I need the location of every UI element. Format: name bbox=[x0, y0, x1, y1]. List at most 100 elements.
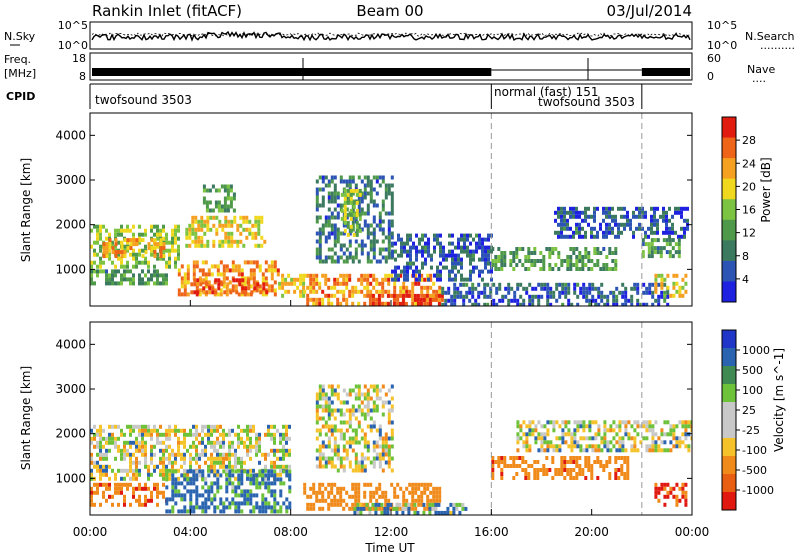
velocity-cell-r0 bbox=[198, 432, 201, 437]
power-cell-r2 bbox=[93, 269, 96, 274]
power-cell-r8 bbox=[333, 239, 337, 244]
power-cell-r8 bbox=[333, 195, 337, 200]
velocity-cell-r3 bbox=[354, 440, 358, 445]
velocity-cell-r3 bbox=[360, 460, 364, 465]
velocity-cell-r0 bbox=[273, 432, 276, 437]
frequency-panel: Freq. [MHz] 18 8 60 0 Nave .... bbox=[4, 52, 775, 85]
velocity-cell-r0 bbox=[111, 424, 114, 429]
velocity-cell-r4 bbox=[366, 506, 370, 511]
power-cell-r17 bbox=[654, 273, 658, 278]
power-cell-r10 bbox=[348, 293, 352, 298]
power-cell-r7 bbox=[290, 281, 294, 286]
velocity-cell-r7 bbox=[519, 436, 523, 441]
power-cell-r12 bbox=[436, 273, 439, 278]
power-cell-r8 bbox=[348, 175, 352, 180]
velocity-cell-r7 bbox=[549, 420, 553, 425]
velocity-cell-r7 bbox=[654, 444, 658, 449]
power-cell-r10 bbox=[303, 289, 307, 294]
power-cell-r13 bbox=[441, 302, 445, 306]
power-cell-r15 bbox=[677, 234, 680, 239]
velocity-cell-r3 bbox=[324, 392, 328, 397]
power-cell-r3 bbox=[270, 288, 274, 293]
power-cell-r5 bbox=[200, 239, 204, 244]
power-cell-r10 bbox=[360, 277, 364, 282]
power-cell-r10 bbox=[432, 289, 436, 294]
power-cell-r15 bbox=[638, 206, 641, 211]
power-cell-r12 bbox=[406, 237, 409, 242]
velocity-cell-r2 bbox=[198, 493, 202, 498]
power-cell-r5 bbox=[227, 219, 231, 224]
velocity-cell-r7 bbox=[618, 436, 622, 441]
velocity-cell-r6 bbox=[626, 476, 630, 480]
power-cell-r16 bbox=[659, 250, 663, 255]
velocity-cell-r3 bbox=[318, 460, 322, 465]
velocity-cell-r0 bbox=[120, 448, 123, 453]
power-cell-r1 bbox=[159, 250, 163, 255]
power-cell-r12 bbox=[406, 241, 409, 246]
velocity-cell-r2 bbox=[171, 485, 175, 490]
power-cell-r12 bbox=[442, 249, 445, 254]
power-cell-r0 bbox=[156, 232, 159, 237]
freq-right-tick-bottom: 0 bbox=[707, 70, 714, 83]
power-cell-r14 bbox=[518, 259, 522, 263]
power-cell-r13 bbox=[597, 294, 601, 299]
power-cell-r12 bbox=[397, 253, 400, 258]
power-cell-r15 bbox=[590, 234, 593, 239]
velocity-cell-r4 bbox=[357, 498, 361, 503]
velocity-cell-r7 bbox=[660, 428, 664, 433]
power-cell-r15 bbox=[563, 226, 566, 231]
power-cell-r15 bbox=[608, 206, 611, 211]
velocity-cell-r2 bbox=[177, 493, 181, 498]
velocity-cell-r4 bbox=[423, 486, 427, 491]
velocity-cell-r0 bbox=[144, 444, 147, 449]
power-cell-r16 bbox=[650, 246, 654, 251]
power-cell-r3 bbox=[213, 280, 217, 285]
velocity-cell-r3 bbox=[330, 428, 334, 433]
power-cell-r8 bbox=[354, 251, 358, 256]
power-cell-r13 bbox=[558, 282, 562, 287]
velocity-cell-r0 bbox=[168, 472, 171, 477]
power-cell-r3 bbox=[192, 272, 196, 277]
velocity-cell-r5 bbox=[422, 502, 426, 507]
velocity-cell-r0 bbox=[162, 468, 165, 473]
velocity-cell-r2 bbox=[288, 485, 292, 490]
power-cell-r8 bbox=[351, 175, 355, 180]
velocity-cell-r2 bbox=[183, 493, 187, 498]
power-cell-r11 bbox=[371, 301, 375, 306]
power-cell-r8 bbox=[384, 187, 388, 192]
velocity-cell-r5 bbox=[431, 502, 435, 507]
velocity-cell-r0 bbox=[219, 440, 222, 445]
power-cell-r10 bbox=[414, 281, 418, 286]
velocity-cell-r0 bbox=[99, 452, 102, 457]
power-colorbar-tick-label: 20 bbox=[742, 180, 756, 193]
power-cell-r3 bbox=[267, 284, 271, 289]
power-cell-r8 bbox=[342, 259, 346, 264]
power-cell-r3 bbox=[273, 280, 277, 285]
power-cell-r14 bbox=[539, 267, 543, 271]
power-cell-r12 bbox=[445, 257, 448, 262]
velocity-cell-r0 bbox=[285, 440, 288, 445]
power-cell-r13 bbox=[537, 294, 541, 299]
velocity-cell-r6 bbox=[524, 472, 528, 476]
velocity-cell-r5 bbox=[395, 502, 399, 507]
velocity-cell-r2 bbox=[228, 481, 232, 486]
velocity-cell-r2 bbox=[285, 505, 289, 510]
power-cell-r0 bbox=[144, 260, 147, 265]
power-cell-r13 bbox=[642, 302, 646, 306]
power-cell-r12 bbox=[448, 277, 451, 282]
power-cell-r8 bbox=[315, 179, 319, 184]
power-cell-r14 bbox=[533, 247, 537, 251]
power-cell-r17 bbox=[660, 285, 664, 290]
velocity-cell-r2 bbox=[255, 481, 259, 486]
power-cell-r13 bbox=[657, 302, 661, 306]
power-cell-r0 bbox=[108, 252, 111, 257]
power-cell-r14 bbox=[521, 247, 525, 251]
velocity-cell-r1 bbox=[93, 482, 96, 487]
velocity-cell-r0 bbox=[222, 464, 225, 469]
power-cell-r13 bbox=[453, 282, 457, 287]
power-cell-r15 bbox=[584, 206, 587, 211]
power-cell-r8 bbox=[375, 223, 379, 228]
velocity-cell-r3 bbox=[357, 464, 361, 469]
velocity-cell-r0 bbox=[153, 464, 156, 469]
velocity-cell-r7 bbox=[654, 440, 658, 445]
